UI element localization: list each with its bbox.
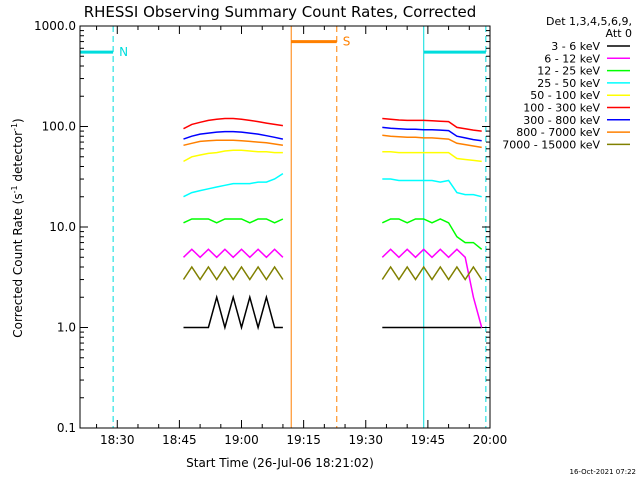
series-line — [183, 294, 283, 331]
series-line — [182, 248, 284, 259]
footer-timestamp: 16-Oct-2021 07:22 — [570, 468, 636, 476]
series-3-6keV — [183, 294, 482, 331]
legend-entry-label: 100 - 300 keV — [523, 102, 600, 115]
legend-entry-label: 25 - 50 keV — [537, 77, 600, 90]
y-tick-label: 0.1 — [57, 421, 76, 435]
series-line — [183, 172, 284, 198]
series-line — [382, 126, 482, 142]
y-tick-label: 1.0 — [57, 321, 76, 335]
series-50-100keV — [183, 149, 482, 163]
x-tick-label: 19:15 — [286, 433, 321, 447]
series-line — [382, 151, 482, 163]
legend-entry-label: 50 - 100 keV — [530, 89, 600, 102]
series-25-50keV — [183, 172, 482, 198]
legend-entry-label: 12 - 25 keV — [537, 65, 600, 78]
x-tick-label: 20:00 — [473, 433, 508, 447]
series-line — [182, 265, 284, 281]
legend-entry-label: 300 - 800 keV — [523, 114, 600, 127]
series-layer — [182, 117, 483, 331]
series-line — [382, 178, 482, 198]
plot-frame — [79, 25, 491, 429]
series-line — [183, 130, 284, 140]
series-7000-15000keV — [182, 265, 483, 281]
legend-header: Att 0 — [606, 27, 632, 40]
interval-label: S — [343, 35, 351, 49]
legend-entry-label: 7000 - 15000 keV — [502, 138, 600, 151]
interval-label: N — [119, 45, 128, 59]
x-tick-label: 18:30 — [100, 433, 135, 447]
x-tick-label: 18:45 — [162, 433, 197, 447]
y-tick-label: 100.0 — [42, 120, 76, 134]
chart-title: RHESSI Observing Summary Count Rates, Co… — [84, 3, 477, 21]
series-line — [381, 218, 483, 250]
legend-entry-label: 6 - 12 keV — [544, 52, 600, 65]
series-line — [183, 117, 284, 130]
series-line — [183, 139, 284, 147]
series-800-7000keV — [183, 134, 482, 149]
x-tick-label: 19:00 — [224, 433, 259, 447]
y-tick-label: 10.0 — [49, 220, 76, 234]
legend-entry-label: 3 - 6 keV — [551, 40, 600, 53]
legend-header: Det 1,3,4,5,6,9, — [546, 15, 632, 28]
series-line — [183, 149, 283, 163]
saa-night-annotations: NS — [79, 26, 487, 428]
series-line — [382, 134, 482, 149]
x-axis-label: Start Time (26-Jul-06 18:21:02) — [186, 456, 374, 470]
series-line — [381, 265, 483, 281]
axes: 0.1 1.0 10.0 100.0 1000.0 18:30 18:45 19:00 19:1… — [34, 19, 507, 447]
x-tick-label: 19:45 — [411, 433, 446, 447]
legend-entry-label: 800 - 7000 keV — [516, 126, 600, 139]
series-6-12keV — [182, 248, 483, 328]
series-300-800keV — [183, 126, 482, 142]
series-12-25keV — [183, 218, 483, 250]
y-tick-label: 1000.0 — [34, 19, 76, 33]
y-axis-label: Corrected Count Rate (s-1 detector-1) — [10, 118, 25, 337]
series-100-300keV — [183, 117, 482, 132]
series-line — [382, 117, 482, 132]
series-line — [381, 248, 483, 328]
series-line — [183, 218, 284, 224]
x-tick-label: 19:30 — [348, 433, 383, 447]
